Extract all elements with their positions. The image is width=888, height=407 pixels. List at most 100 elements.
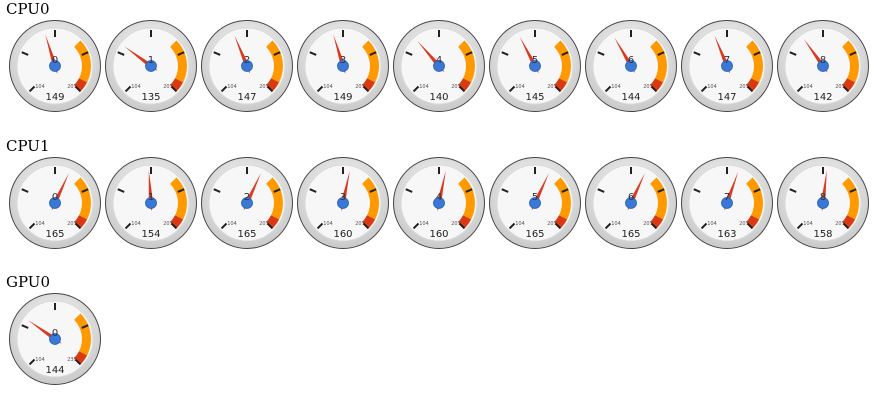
gauge-value: 145 [525, 92, 545, 103]
gauge-label: 7 [723, 55, 731, 66]
gauge: 5 104 207 145 [488, 19, 582, 113]
gauge-max-label: 207 [451, 84, 461, 90]
group-title: CPU1 [6, 137, 50, 155]
gauge-min-label: 104 [227, 221, 237, 227]
gauge-dial-icon [297, 20, 389, 112]
gauge: 8 104 207 158 [776, 156, 870, 250]
gauge: 2 104 207 147 [200, 19, 294, 113]
gauge-label: 5 [531, 55, 539, 66]
gauge-value: 149 [45, 92, 65, 103]
gauge-hub [433, 197, 445, 209]
warning-band [74, 40, 91, 83]
warning-band [266, 40, 283, 83]
gauge-tick [465, 51, 473, 56]
gauge-label: 2 [243, 192, 251, 203]
gauge-dial-icon [681, 157, 773, 249]
gauge-label: 3 [339, 55, 347, 66]
gauge-tick [273, 51, 281, 56]
warning-band [746, 177, 763, 220]
gauge-dial-icon [585, 157, 677, 249]
gauge-tick [316, 85, 324, 93]
gauge-tick [220, 85, 228, 93]
warning-band [74, 313, 91, 356]
gauge-value: 135 [141, 92, 161, 103]
gauge-dial-icon [297, 157, 389, 249]
gauge-dial-icon [777, 157, 869, 249]
gauge-tick [501, 51, 509, 56]
gauge-tick [28, 85, 36, 93]
gauge-tick [746, 222, 754, 230]
gauge-hub [433, 60, 445, 72]
gauge-label: 0 [51, 55, 59, 66]
gauge-tick [362, 222, 370, 230]
gauge-label: 2 [243, 55, 251, 66]
gauge-dial-icon [105, 20, 197, 112]
gauge-hub [49, 333, 61, 345]
gauge-tick [465, 188, 473, 193]
gauge-tick [74, 222, 82, 230]
gauge-tick [849, 51, 857, 56]
warning-band [170, 40, 187, 83]
gauge-dial-icon [681, 20, 773, 112]
gauge-tick [28, 222, 36, 230]
gauge-tick [117, 188, 125, 193]
gauge-tick [369, 188, 377, 193]
gauge-max-label: 207 [739, 221, 749, 227]
gauge: 4 104 207 140 [392, 19, 486, 113]
gauge-hub [241, 60, 253, 72]
gauge-hub [625, 60, 637, 72]
gauge-tick [458, 85, 466, 93]
warning-band [842, 40, 859, 83]
gauge-max-label: 207 [547, 84, 557, 90]
gauge-value: 144 [45, 365, 65, 376]
gauge-label: 8 [819, 55, 827, 66]
gauge: 8 104 207 142 [776, 19, 870, 113]
gauge-hub [721, 60, 733, 72]
gauge-dial-icon [9, 293, 101, 385]
gauge-hub [337, 197, 349, 209]
gauge-max-label: 207 [355, 84, 365, 90]
gauge-max-label: 207 [547, 221, 557, 227]
gauge-tick [700, 85, 708, 93]
gauge-value: 147 [717, 92, 737, 103]
gauge-max-label: 207 [643, 84, 653, 90]
gauge-label: 3 [339, 192, 347, 203]
gauge-dial-icon [9, 157, 101, 249]
gauge-tick [508, 85, 516, 93]
gauge-tick [746, 85, 754, 93]
gauge-tick [177, 51, 185, 56]
gauge-hub [145, 60, 157, 72]
gauge-tick [21, 188, 29, 193]
gauge-tick [405, 188, 413, 193]
gauge-tick [273, 188, 281, 193]
gauge-tick [650, 85, 658, 93]
gauge-max-label: 207 [835, 221, 845, 227]
gauge-label: 4 [435, 55, 443, 66]
warning-band [746, 40, 763, 83]
gauge: 0 104 207 165 [8, 156, 102, 250]
gauge-min-label: 104 [419, 84, 429, 90]
warning-band [74, 177, 91, 220]
gauge-min-label: 104 [35, 221, 45, 227]
gauge-tick [309, 51, 317, 56]
gauge-value: 158 [813, 229, 833, 240]
gauge-min-label: 104 [131, 84, 141, 90]
gauge-min-label: 104 [515, 84, 525, 90]
gauge-hub [529, 197, 541, 209]
gauge-hub [817, 60, 829, 72]
gauge-tick [177, 188, 185, 193]
gauge: 1 104 207 154 [104, 156, 198, 250]
gauge-tick [74, 85, 82, 93]
gauge: 5 104 207 165 [488, 156, 582, 250]
gauge-min-label: 104 [803, 84, 813, 90]
gauge: 7 104 207 163 [680, 156, 774, 250]
gauge-label: 6 [627, 192, 635, 203]
gauge-value: 160 [333, 229, 353, 240]
gauge-tick [266, 85, 274, 93]
gauge-min-label: 104 [803, 221, 813, 227]
gauge-min-label: 104 [227, 84, 237, 90]
gauge-tick [842, 85, 850, 93]
gauge-tick [405, 51, 413, 56]
gauge-dial-icon [9, 20, 101, 112]
gauge-label: 6 [627, 55, 635, 66]
